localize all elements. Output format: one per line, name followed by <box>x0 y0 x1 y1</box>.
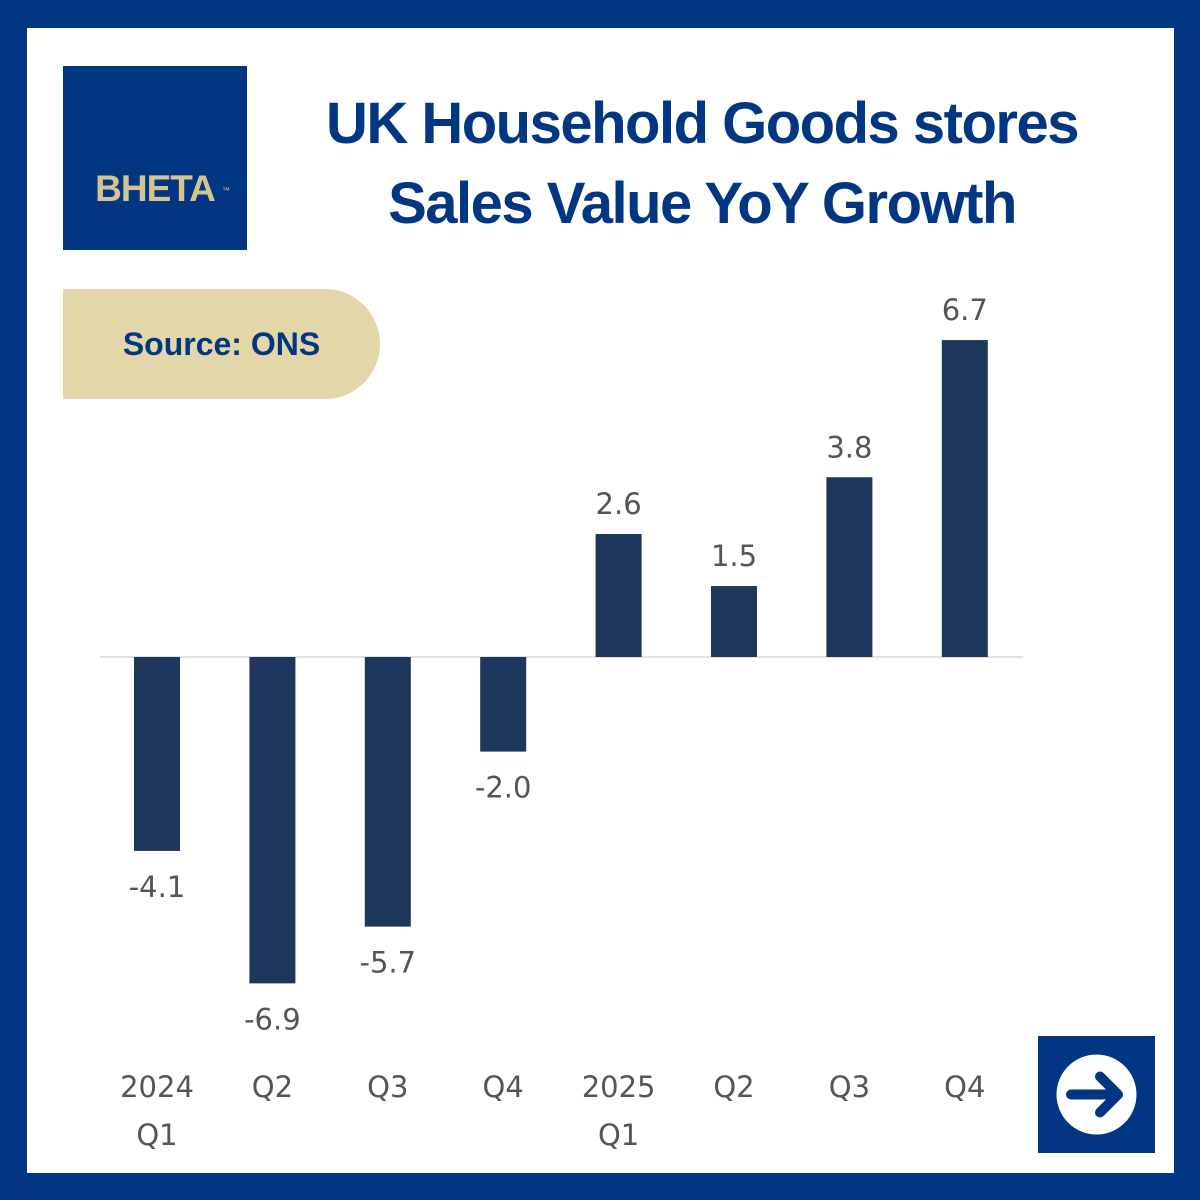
data-label-6: 1.5 <box>711 539 757 573</box>
arrow-right-icon <box>1056 1054 1137 1135</box>
bar-8 <box>941 340 988 657</box>
title-line-2: Sales Value YoY Growth <box>388 171 1017 236</box>
bheta-logo: BHETA <box>63 66 247 250</box>
x-tick-label-1-1: 2024 <box>120 1070 194 1104</box>
data-label-7: 3.8 <box>826 430 872 464</box>
x-tick-label-4-1: Q4 <box>483 1070 524 1104</box>
bar-6 <box>711 586 757 657</box>
x-tick-label-3-1: Q3 <box>367 1070 408 1104</box>
bar-7 <box>826 477 873 657</box>
x-tick-label-5-2: Q1 <box>598 1118 639 1152</box>
x-tick-label-1-2: Q1 <box>136 1118 177 1152</box>
data-label-1: -4.1 <box>129 870 186 904</box>
logo-trademark: ™ <box>222 186 230 195</box>
data-label-4: -2.0 <box>475 771 532 805</box>
title-line-1: UK Household Goods stores <box>325 91 1080 156</box>
data-label-2: -6.9 <box>244 1002 301 1036</box>
logo-text: BHETA <box>95 168 216 209</box>
x-tick-label-2-1: Q2 <box>252 1070 293 1104</box>
x-tick-label-8-1: Q4 <box>944 1070 985 1104</box>
x-tick-label-5-1: 2025 <box>582 1070 656 1104</box>
bar-2 <box>249 657 296 984</box>
data-label-8: 6.7 <box>942 293 988 327</box>
page-title: UK Household Goods stores Sales Value Yo… <box>262 84 1142 244</box>
data-label-5: 2.6 <box>596 487 642 521</box>
data-label-3: -5.7 <box>360 946 417 980</box>
bar-5 <box>595 534 642 657</box>
x-tick-label-7-1: Q3 <box>829 1070 870 1104</box>
next-button[interactable] <box>1038 1036 1155 1153</box>
bar-1 <box>134 657 180 851</box>
bar-3 <box>364 657 411 927</box>
source-badge: Source: ONS <box>63 289 380 399</box>
bar-4 <box>480 657 527 752</box>
x-tick-label-6-1: Q2 <box>713 1070 754 1104</box>
source-label: Source: ONS <box>122 325 321 362</box>
